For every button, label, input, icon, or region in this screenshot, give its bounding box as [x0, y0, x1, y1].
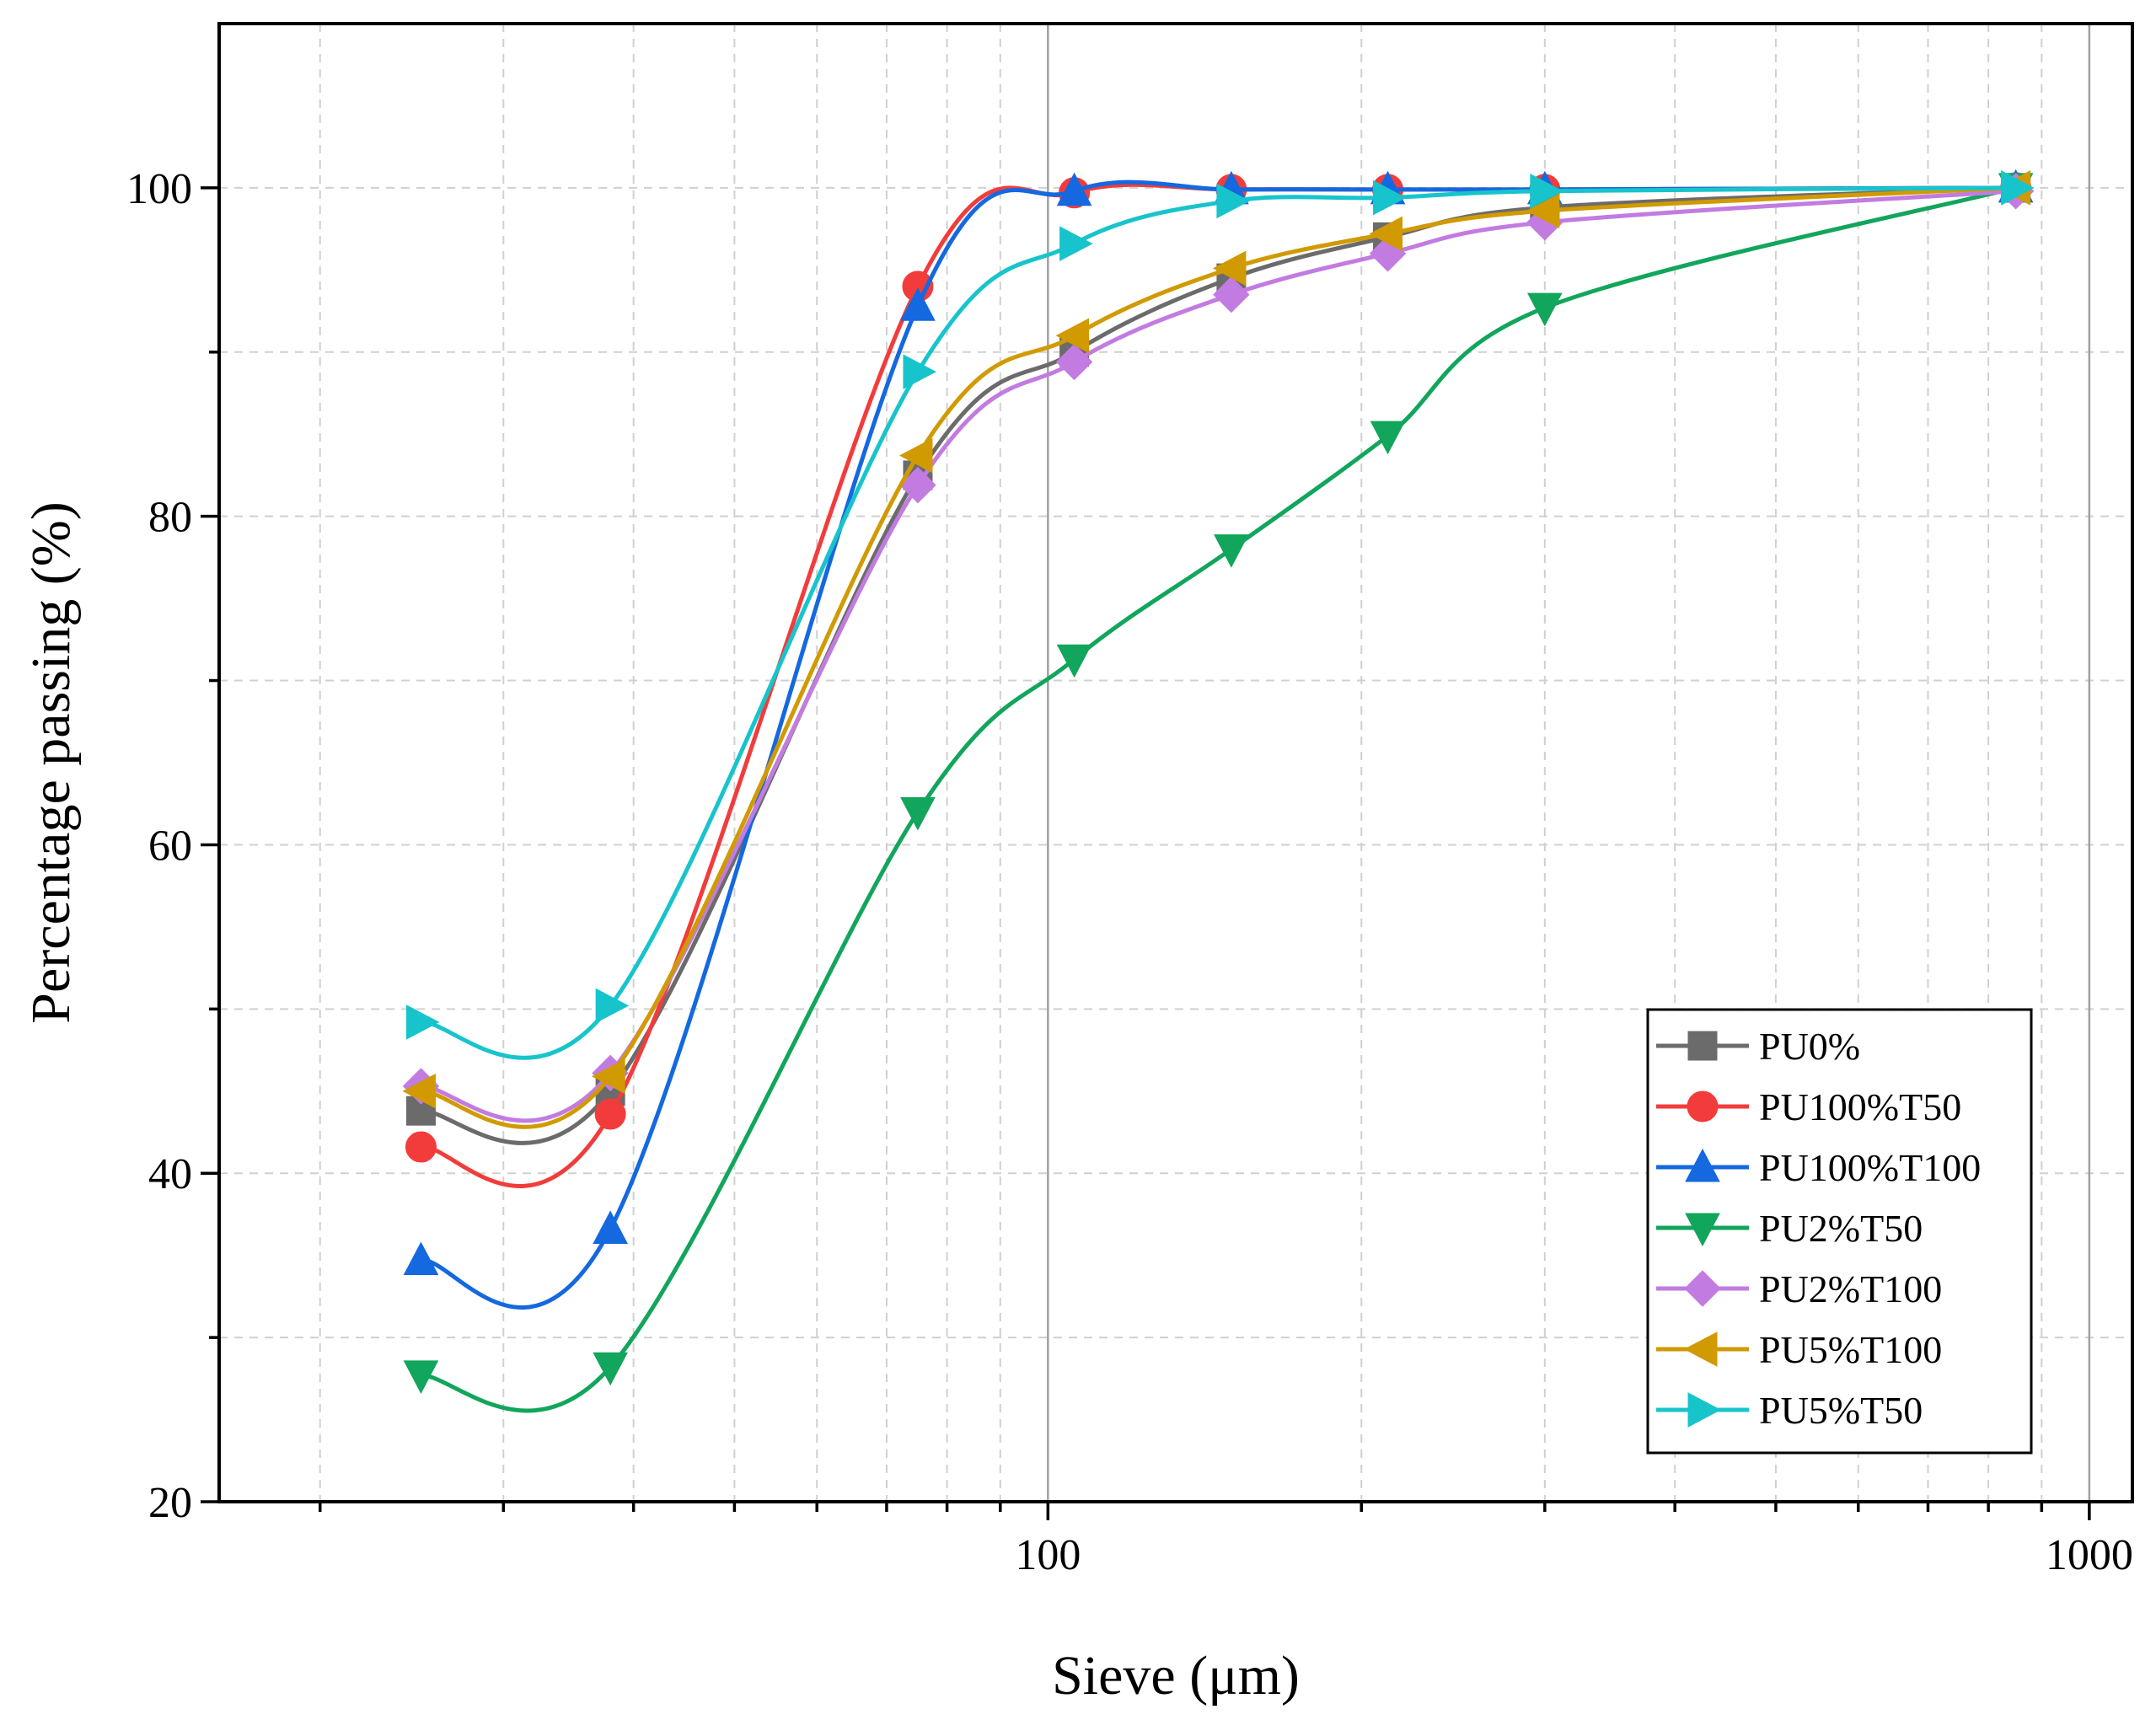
data-point: [405, 1131, 437, 1163]
data-point: [900, 287, 936, 321]
data-point: [593, 1352, 628, 1386]
legend-marker: [1683, 1332, 1718, 1367]
data-point: [903, 354, 937, 389]
series-layer: [402, 169, 2035, 1413]
data-point: [2001, 170, 2035, 206]
y-tick-label: 20: [148, 1479, 192, 1527]
legend-marker: [1685, 1213, 1720, 1247]
data-point: [1214, 534, 1249, 568]
legend-item: PU2%T100: [1656, 1267, 1942, 1310]
legend: PU0% PU100%T50 PU100%T100 PU2%T50 PU2%T100 PU…: [1646, 1008, 2033, 1455]
series-pu5pctt100: [402, 170, 2031, 1129]
series-pu0pct: [405, 173, 2031, 1145]
legend-item: PU100%T50: [1656, 1085, 1961, 1128]
data-point: [403, 1360, 439, 1395]
data-point: [1212, 250, 1247, 287]
data-point: [1373, 180, 1407, 216]
data-point: [1526, 292, 1563, 327]
data-point: [1055, 343, 1093, 381]
data-point: [1055, 318, 1090, 354]
y-tick-label: 40: [148, 1150, 192, 1198]
data-point: [594, 1098, 626, 1130]
series-pu2pctt50: [403, 173, 2034, 1413]
data-point: [1059, 226, 1093, 261]
axis-layer: 20 40 60 80 100 100 1000: [126, 165, 2133, 1579]
legend-label: PU2%T100: [1759, 1267, 1942, 1310]
legend-label: PU0%: [1759, 1025, 1860, 1068]
data-point: [1369, 216, 1403, 252]
data-point: [405, 1005, 440, 1040]
legend-item: PU5%T50: [1656, 1389, 1923, 1432]
y-tick-label: 80: [148, 494, 192, 542]
legend-marker: [1685, 1148, 1720, 1182]
legend-marker: [1687, 1031, 1718, 1061]
series-pu5pctt50: [405, 170, 2035, 1060]
legend-frame: [1646, 1008, 2033, 1455]
legend-label: PU5%T50: [1759, 1389, 1923, 1432]
data-point: [403, 1241, 439, 1276]
legend-item: PU100%T100: [1656, 1146, 1981, 1189]
data-point: [592, 1058, 625, 1095]
y-tick-label: 60: [148, 822, 192, 870]
series-pu2pctt100: [402, 173, 2035, 1123]
legend-label: PU5%T100: [1759, 1328, 1942, 1371]
data-point: [898, 437, 933, 474]
x-tick-label: 100: [1015, 1531, 1081, 1579]
data-point: [1370, 421, 1406, 455]
data-point: [1530, 173, 1563, 209]
data-point: [1526, 193, 1560, 229]
y-axis-title: Percentage passing (%): [20, 501, 82, 1023]
data-point: [595, 988, 630, 1024]
data-point: [1056, 172, 1092, 206]
legend-item: PU2%T50: [1656, 1207, 1923, 1250]
data-point: [1056, 644, 1092, 678]
x-tick-label: 1000: [2046, 1531, 2133, 1579]
legend-label: PU2%T50: [1759, 1207, 1923, 1250]
data-point: [1216, 183, 1250, 219]
data-point: [1213, 276, 1250, 313]
legend-label: PU100%T100: [1759, 1146, 1981, 1189]
legend-marker: [1687, 1090, 1719, 1123]
legend-marker: [1687, 1392, 1722, 1428]
legend-label: PU100%T50: [1759, 1085, 1961, 1128]
x-axis-title: Sieve (μm): [1052, 1645, 1300, 1707]
legend-item: PU0%: [1656, 1025, 1860, 1068]
data-point: [900, 796, 936, 831]
data-point: [593, 1210, 628, 1244]
y-tick-label: 100: [126, 165, 192, 213]
data-point: [402, 1073, 436, 1109]
legend-marker: [1684, 1270, 1721, 1307]
plot-frame: [217, 22, 2134, 1503]
legend-item: PU5%T100: [1656, 1328, 1942, 1371]
